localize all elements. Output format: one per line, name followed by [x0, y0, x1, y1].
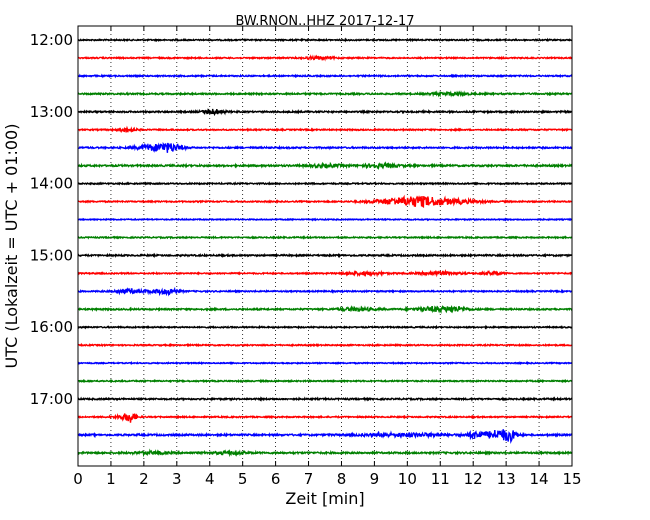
trace-1330 — [77, 141, 573, 153]
trace-1700 — [77, 396, 573, 402]
trace-1230 — [77, 73, 573, 79]
trace-1515 — [77, 269, 573, 278]
x-tick-label: 12 — [464, 470, 483, 488]
trace-1545 — [77, 305, 573, 314]
y-tick-label: 14:00 — [30, 175, 73, 193]
y-tick-label: 17:00 — [30, 390, 73, 408]
trace-1245 — [77, 90, 573, 98]
plot-frame — [77, 25, 573, 467]
y-tick-label: 16:00 — [30, 318, 73, 336]
trace-1615 — [77, 342, 573, 348]
trace-1745 — [77, 448, 573, 458]
chart-title: BW.RNON..HHZ 2017-12-17 — [235, 14, 414, 29]
trace-1530 — [77, 286, 573, 297]
trace-1445 — [77, 235, 573, 240]
x-axis-label: Zeit [min] — [285, 489, 364, 508]
trace-1345 — [77, 161, 573, 171]
x-tick-label: 9 — [370, 470, 380, 488]
trace-1215 — [77, 54, 573, 62]
trace-1315 — [77, 125, 573, 134]
y-axis: 12:00 13:00 14:00 15:00 16:00 17:00 — [30, 31, 572, 408]
trace-group — [77, 37, 573, 458]
x-tick-label: 14 — [530, 470, 549, 488]
trace-1715 — [77, 412, 573, 423]
y-axis-label: UTC (Lokalzeit = UTC + 01:00) — [2, 124, 21, 369]
trace-1400 — [77, 181, 573, 186]
trace-1500 — [77, 252, 573, 259]
x-tick-label: 15 — [562, 470, 581, 488]
x-tick-label: 5 — [238, 470, 248, 488]
trace-1630 — [77, 360, 573, 366]
y-tick-label: 13:00 — [30, 103, 73, 121]
trace-1730 — [77, 429, 573, 444]
x-tick-label: 10 — [398, 470, 417, 488]
trace-1415 — [77, 194, 573, 209]
x-tick-label: 6 — [271, 470, 281, 488]
y-tick-label: 15:00 — [30, 246, 73, 264]
x-axis: 0 1 2 3 4 5 6 7 8 9 10 11 12 13 14 15 — [73, 26, 582, 488]
x-tick-label: 2 — [139, 470, 149, 488]
trace-1430 — [77, 217, 573, 222]
x-tick-label: 1 — [106, 470, 116, 488]
trace-1645 — [77, 378, 573, 384]
y-tick-label: 12:00 — [30, 31, 73, 49]
x-tick-label: 7 — [304, 470, 314, 488]
trace-1600 — [77, 324, 573, 330]
x-tick-label: 8 — [337, 470, 347, 488]
grid-lines — [110, 26, 540, 466]
trace-1300 — [77, 108, 573, 117]
x-tick-label: 3 — [172, 470, 182, 488]
trace-1200 — [77, 37, 573, 43]
x-tick-label: 11 — [431, 470, 450, 488]
x-tick-label: 13 — [497, 470, 516, 488]
x-tick-label: 4 — [205, 470, 215, 488]
x-tick-label: 0 — [73, 470, 83, 488]
